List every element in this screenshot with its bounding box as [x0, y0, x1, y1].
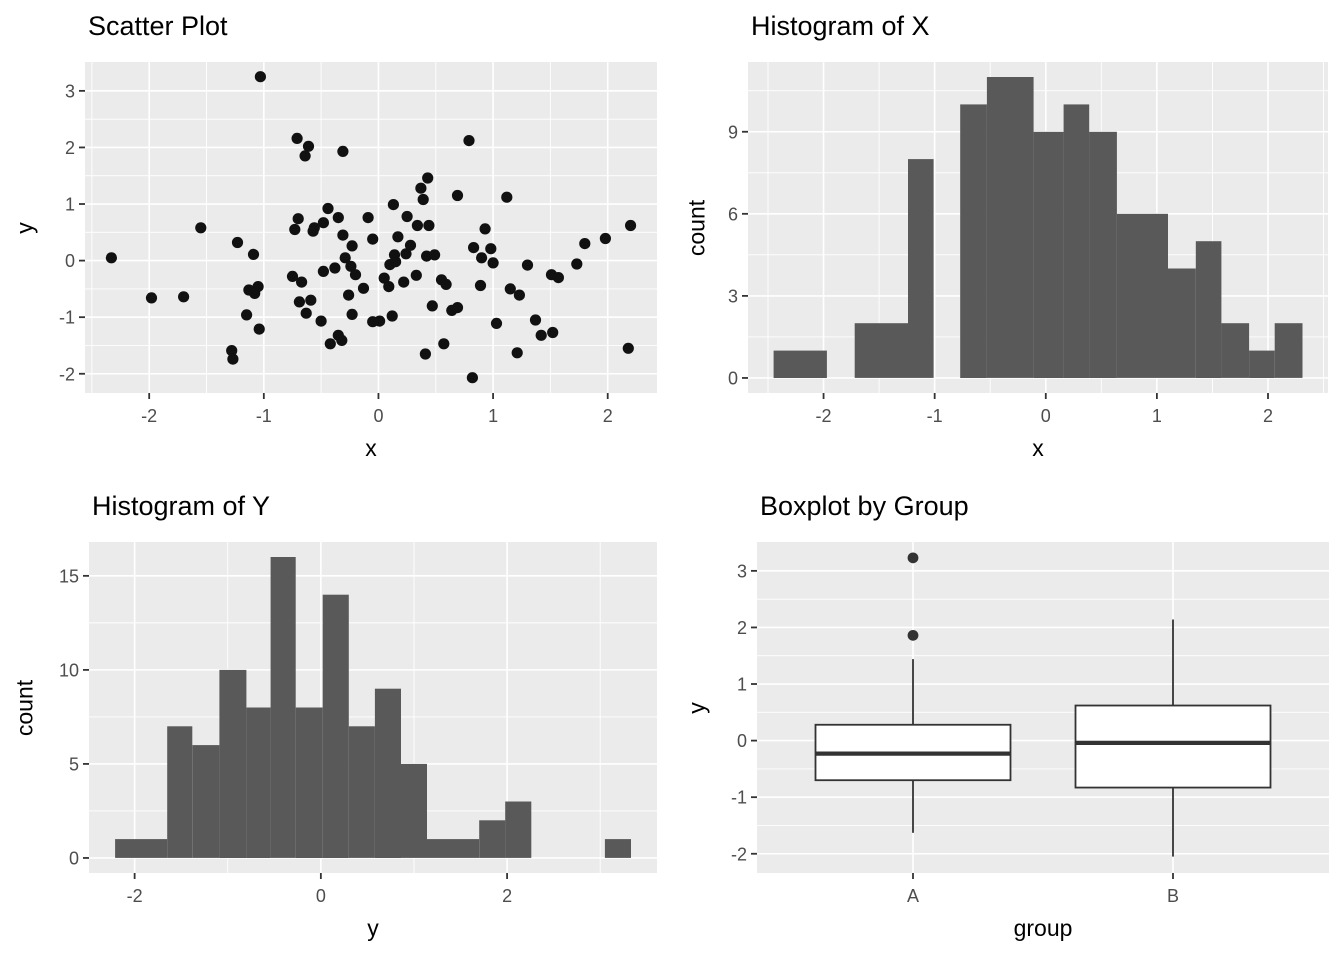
- panel-histogram-x: -2 -1 0 1 2 0 3 6 9 Histogram of X x count: [672, 0, 1344, 480]
- svg-text:9: 9: [728, 122, 738, 142]
- svg-text:0: 0: [373, 406, 383, 426]
- svg-text:0: 0: [316, 886, 326, 906]
- x-tick-labels: -2 -1 0 1 2: [141, 406, 613, 426]
- histogram-x-canvas: -2 -1 0 1 2 0 3 6 9: [728, 62, 1328, 426]
- chart-title: Histogram of Y: [92, 491, 271, 521]
- x-tick-labels: -2 -1 0 1 2: [816, 406, 1273, 426]
- y-axis-title: count: [11, 679, 38, 736]
- svg-text:2: 2: [737, 618, 747, 638]
- axis-tick-marks: [751, 569, 1174, 879]
- svg-text:10: 10: [59, 660, 79, 680]
- histogram-y-canvas: -2 0 2 0 5 10 15: [59, 542, 657, 906]
- scatter-plot-canvas: -2 -1 0 1 2 -2 -1 0 1 2 3: [59, 62, 657, 426]
- svg-text:0: 0: [737, 731, 747, 751]
- y-axis-title: y: [11, 221, 38, 234]
- svg-text:15: 15: [59, 566, 79, 586]
- svg-text:-2: -2: [59, 364, 75, 384]
- svg-text:-2: -2: [127, 886, 143, 906]
- svg-text:1: 1: [488, 406, 498, 426]
- svg-text:1: 1: [737, 675, 747, 695]
- histogram-bars: [115, 557, 631, 858]
- axis-tick-marks: [83, 574, 508, 879]
- panel-background: [85, 62, 657, 393]
- axis-tick-marks: [742, 130, 1269, 399]
- panel-histogram-y: -2 0 2 0 5 10 15 Histogram of Y y count: [0, 480, 672, 960]
- y-axis-title: y: [683, 701, 710, 714]
- svg-text:B: B: [1167, 886, 1179, 906]
- svg-text:3: 3: [737, 561, 747, 581]
- svg-text:1: 1: [65, 195, 75, 215]
- x-axis-title: group: [1013, 915, 1073, 941]
- svg-text:-1: -1: [59, 308, 75, 328]
- svg-text:2: 2: [502, 886, 512, 906]
- panel-boxplot-by-group: A B -2 -1 0 1 2 3 Boxplot by Group group y: [672, 480, 1344, 960]
- svg-text:1: 1: [1152, 406, 1162, 426]
- x-axis-title: x: [1032, 435, 1044, 461]
- x-axis-title: x: [365, 435, 377, 461]
- y-axis-title: count: [683, 199, 710, 256]
- svg-text:-2: -2: [141, 406, 157, 426]
- svg-text:A: A: [907, 886, 919, 906]
- svg-text:0: 0: [65, 251, 75, 271]
- chart-title: Boxplot by Group: [760, 491, 969, 521]
- y-tick-labels: -2 -1 0 1 2 3: [731, 561, 747, 864]
- svg-text:2: 2: [1263, 406, 1273, 426]
- x-axis-title: y: [367, 915, 379, 941]
- svg-text:0: 0: [728, 368, 738, 388]
- svg-text:3: 3: [728, 286, 738, 306]
- svg-text:-1: -1: [256, 406, 272, 426]
- svg-text:3: 3: [65, 81, 75, 101]
- boxplot-box: [1074, 619, 1272, 857]
- svg-text:2: 2: [603, 406, 613, 426]
- chart-title: Scatter Plot: [88, 11, 228, 41]
- svg-text:0: 0: [1041, 406, 1051, 426]
- y-tick-labels: 0 3 6 9: [728, 122, 738, 388]
- svg-text:-1: -1: [731, 788, 747, 808]
- x-tick-labels: -2 0 2: [127, 886, 512, 906]
- svg-text:-2: -2: [816, 406, 832, 426]
- minor-gridlines: [85, 62, 657, 393]
- boxplot-outliers: [907, 552, 919, 641]
- svg-text:0: 0: [69, 848, 79, 868]
- svg-text:2: 2: [65, 138, 75, 158]
- y-tick-labels: -2 -1 0 1 2 3: [59, 81, 75, 384]
- svg-text:-2: -2: [731, 844, 747, 864]
- y-tick-labels: 0 5 10 15: [59, 566, 79, 868]
- histogram-bars: [773, 77, 1303, 379]
- scatter-points: [105, 71, 637, 384]
- major-gridlines: [757, 542, 1329, 873]
- svg-text:-1: -1: [927, 406, 943, 426]
- svg-text:5: 5: [69, 754, 79, 774]
- chart-title: Histogram of X: [751, 11, 930, 41]
- boxplot-box: [814, 659, 1012, 833]
- axis-tick-marks: [79, 89, 609, 399]
- panel-scatter-plot: -2 -1 0 1 2 -2 -1 0 1 2 3 Scatter Plot x y: [0, 0, 672, 480]
- svg-text:6: 6: [728, 204, 738, 224]
